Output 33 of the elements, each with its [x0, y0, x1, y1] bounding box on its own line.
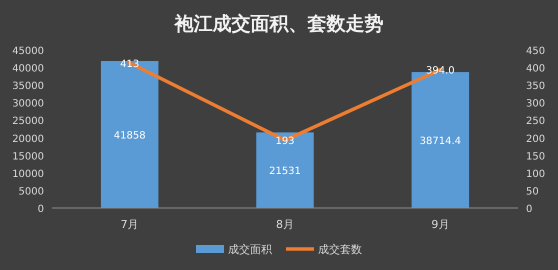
y-tick-label: 45000 — [12, 46, 44, 57]
y2-tick-label: 0 — [526, 204, 532, 215]
data-label: 394.0 — [426, 66, 455, 77]
y2-tick-label: 350 — [526, 81, 546, 92]
chart-title: 袍江成交面积、套数走势 — [174, 13, 384, 35]
y-tick-label: 40000 — [12, 64, 44, 75]
x-tick-label: 8月 — [276, 218, 294, 231]
legend-label: 成交面积 — [228, 243, 272, 256]
data-label: 21531 — [269, 166, 301, 178]
y2-tick-label: 200 — [526, 134, 546, 145]
y-tick-label: 5000 — [18, 186, 44, 198]
y-tick-label: 0 — [38, 204, 44, 215]
bar — [412, 72, 470, 208]
y-tick-label: 25000 — [12, 116, 44, 128]
y2-tick-label: 300 — [526, 98, 546, 110]
data-label: 38714.4 — [420, 136, 462, 148]
y-tick-label: 15000 — [12, 151, 44, 162]
y-tick-label: 10000 — [12, 168, 44, 180]
y2-tick-label: 250 — [526, 116, 546, 128]
y-tick-label: 30000 — [12, 98, 44, 110]
y2-tick-label: 400 — [526, 64, 546, 75]
y2-tick-label: 50 — [526, 186, 539, 198]
y-tick-label: 20000 — [12, 134, 44, 145]
bar — [100, 61, 158, 208]
x-tick-label: 7月 — [120, 218, 139, 231]
legend-label: 成交套数 — [318, 243, 362, 256]
y2-tick-label: 150 — [526, 151, 546, 162]
y2-tick-label: 450 — [526, 46, 546, 57]
x-tick-label: 9月 — [431, 218, 450, 231]
data-label: 41858 — [114, 130, 146, 142]
y-tick-label: 35000 — [12, 81, 44, 92]
bar — [256, 132, 314, 208]
y2-tick-label: 100 — [526, 168, 546, 180]
